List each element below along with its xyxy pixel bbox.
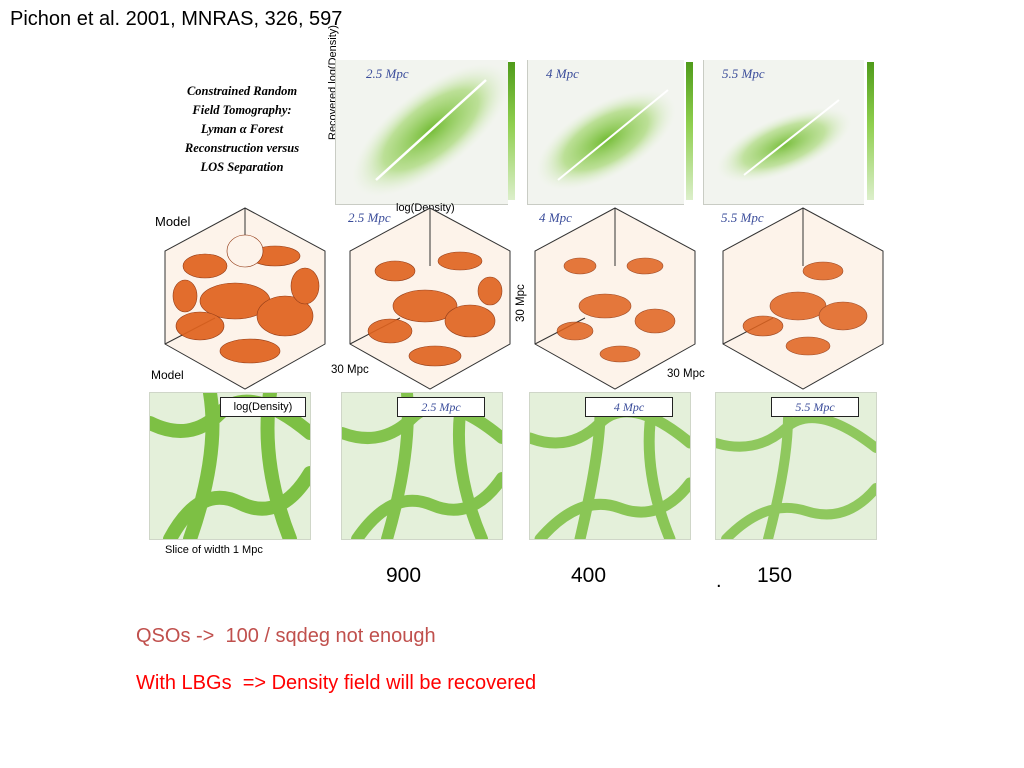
caption-line: Reconstruction versus (184, 141, 300, 155)
scatter-plot (716, 99, 852, 183)
slice-2-5: 2.5 Mpc (341, 392, 503, 540)
scatter-plot (536, 89, 676, 190)
scatter-panel-label: 5.5 Mpc (722, 66, 765, 81)
slice-caption: Slice of width 1 Mpc (165, 544, 263, 556)
cube-panel-label: 5.5 Mpc (721, 210, 764, 225)
slice-tag: 2.5 Mpc (397, 397, 485, 417)
cube-render (164, 207, 326, 390)
scatter-panel-2-5: 2.5 Mpc (335, 60, 515, 205)
cube-render (349, 207, 511, 390)
dimension-label: 30 Mpc (331, 364, 369, 376)
caption-line: Field Tomography: (192, 103, 292, 117)
slice-4: 4 Mpc (529, 392, 691, 540)
cube-model-label: Model (155, 214, 191, 229)
dimension-label: 30 Mpc (515, 284, 527, 322)
note-lbgs: With LBGs => Density field will be recov… (136, 672, 537, 694)
scatter-colorbar (508, 62, 515, 200)
scatter-panel-label: 2.5 Mpc (366, 66, 409, 81)
slice-render (716, 393, 876, 539)
caption-line: LOS Separation (200, 160, 284, 174)
scatter-colorbar (686, 62, 693, 200)
cube-model (155, 206, 335, 396)
citation: Pichon et al. 2001, MNRAS, 326, 597 (10, 8, 343, 30)
scatter-panel-4: 4 Mpc (527, 60, 693, 205)
cube-2-5: 2.5 Mpc (340, 206, 520, 396)
cube-panel-label: 4 Mpc (539, 210, 572, 225)
cube-panel-label: 2.5 Mpc (348, 210, 391, 225)
slice-tag: 5.5 Mpc (771, 397, 859, 417)
slice-tag: 4 Mpc (585, 397, 673, 417)
resolution-900: 900 (386, 564, 422, 587)
cube-render (534, 207, 696, 390)
tomography-figure: Constrained Random Field Tomography: Lym… (135, 25, 895, 566)
slice-tag: log(Density) (220, 397, 306, 417)
cube-5-5: 5.5 Mpc (713, 206, 893, 396)
slice-model: log(Density) (149, 392, 311, 540)
figure-caption: Constrained Random Field Tomography: Lym… (161, 82, 323, 177)
caption-line: Constrained Random (186, 84, 298, 98)
resolution-150: 150 (757, 564, 793, 587)
slice-5-5: 5.5 Mpc (715, 392, 877, 540)
scatter-xlabel: log(Density) (396, 202, 455, 214)
cube-4: 4 Mpc (525, 206, 705, 396)
scatter-panel-label: 4 Mpc (546, 66, 579, 81)
slice-model-label: Model (151, 368, 184, 382)
stray-dot: . (716, 570, 722, 592)
note-qsos: QSOs -> 100 / sqdeg not enough (136, 625, 436, 647)
caption-line: Lyman α Forest (200, 122, 284, 136)
cube-render (722, 207, 884, 390)
scatter-panel-5-5: 5.5 Mpc (703, 60, 874, 205)
dimension-label: 30 Mpc (667, 368, 705, 380)
scatter-colorbar (867, 62, 874, 200)
slice-render (530, 393, 690, 539)
slice-render (150, 393, 310, 539)
resolution-400: 400 (571, 564, 607, 587)
scatter-plot (352, 63, 510, 197)
